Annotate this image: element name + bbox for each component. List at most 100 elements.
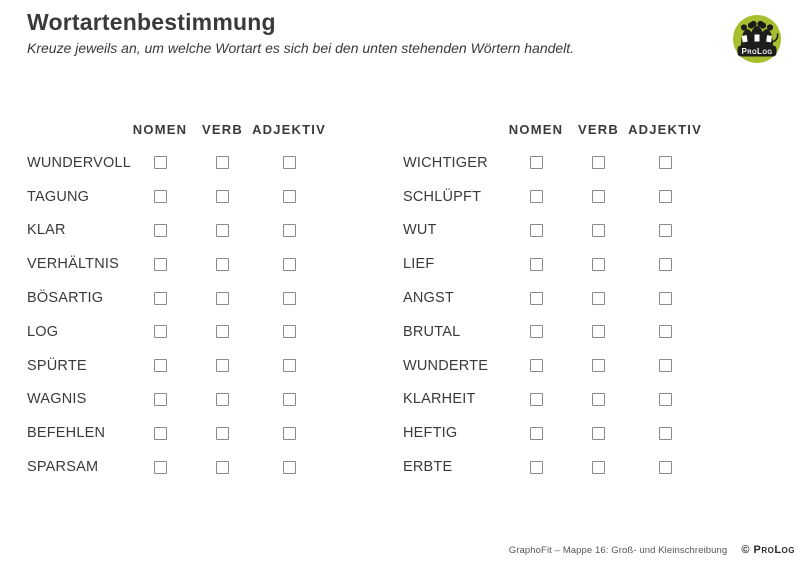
word-row: SPARSAM [27,450,323,484]
checkbox-nomen[interactable] [529,223,543,237]
checkbox-nomen[interactable] [529,257,543,271]
checkbox-cell [566,392,631,406]
checkbox-cell [506,257,566,271]
checkbox-verb[interactable] [216,325,229,339]
column-header-row: NOMEN VERB ADJEKTIV [403,112,702,146]
checkbox-verb[interactable] [592,291,605,305]
checkbox-cell [190,392,255,406]
checkbox-adjektiv[interactable] [282,359,296,373]
checkbox-verb[interactable] [592,359,605,373]
checkbox-adjektiv[interactable] [658,392,672,406]
footer-source: GraphoFit – Mappe 16: Groß- und Kleinsch… [508,545,728,556]
checkbox-verb[interactable] [216,359,229,373]
checkbox-cell [130,392,190,406]
word-row: SPÜRTE [27,349,323,383]
checkbox-nomen[interactable] [529,359,543,373]
checkbox-adjektiv[interactable] [282,223,296,237]
word-label: KLAR [27,222,66,239]
checkbox-nomen[interactable] [153,426,167,440]
checkbox-cell [631,223,699,237]
checkbox-verb[interactable] [216,460,229,474]
checkbox-nomen[interactable] [529,392,543,406]
checkbox-nomen[interactable] [153,291,167,305]
checkbox-nomen[interactable] [529,156,543,170]
checkbox-cell [566,223,631,237]
checkbox-verb[interactable] [216,156,229,170]
word-row: ERBTE [403,450,699,484]
checkbox-verb[interactable] [216,223,229,237]
checkbox-nomen[interactable] [153,359,167,373]
checkbox-verb[interactable] [592,223,605,237]
checkbox-adjektiv[interactable] [658,291,672,305]
checkbox-adjektiv[interactable] [282,291,296,305]
page-subtitle: Kreuze jeweils an, um welche Wortart es … [27,40,575,56]
checkbox-nomen[interactable] [153,257,167,271]
checkbox-verb[interactable] [592,325,605,339]
checkbox-cell [255,426,323,440]
checkbox-nomen[interactable] [153,223,167,237]
checkbox-verb[interactable] [592,190,605,204]
checkbox-adjektiv[interactable] [282,325,296,339]
checkbox-nomen[interactable] [529,291,543,305]
checkbox-verb[interactable] [216,257,229,271]
checkbox-nomen[interactable] [153,156,167,170]
word-label: BEFEHLEN [27,425,106,442]
checkbox-cell [506,460,566,474]
checkbox-verb[interactable] [592,257,605,271]
checkbox-nomen[interactable] [153,190,167,204]
checkbox-verb[interactable] [592,392,605,406]
checkbox-adjektiv[interactable] [282,257,296,271]
checkbox-cell [190,190,255,204]
checkbox-adjektiv[interactable] [282,426,296,440]
checkbox-adjektiv[interactable] [282,156,296,170]
checkbox-adjektiv[interactable] [282,460,296,474]
checkbox-cell [130,223,190,237]
checkbox-adjektiv[interactable] [658,426,672,440]
checkbox-verb[interactable] [216,291,229,305]
word-label: LOG [27,323,59,340]
checkbox-nomen[interactable] [529,460,543,474]
checkbox-adjektiv[interactable] [658,460,672,474]
checkbox-verb[interactable] [216,426,229,440]
checkbox-verb[interactable] [592,426,605,440]
checkbox-adjektiv[interactable] [658,223,672,237]
word-row: HEFTIG [403,416,699,450]
checkbox-cell [631,460,699,474]
checkbox-cell [506,190,566,204]
word-label: SCHLÜPFT [403,188,482,205]
checkbox-verb[interactable] [216,190,229,204]
column-header-adjektiv: ADJEKTIV [628,121,702,137]
word-tables: NOMEN VERB ADJEKTIV WUNDERVOLL TAGUNG KLAR… [27,112,702,484]
checkbox-adjektiv[interactable] [658,257,672,271]
checkbox-adjektiv[interactable] [282,190,296,204]
checkbox-verb[interactable] [216,392,229,406]
checkbox-nomen[interactable] [153,460,167,474]
checkbox-nomen[interactable] [529,190,543,204]
checkbox-adjektiv[interactable] [658,190,672,204]
checkbox-verb[interactable] [592,460,605,474]
logo-wordmark: ProLog [742,47,773,56]
checkbox-verb[interactable] [592,156,605,170]
checkbox-adjektiv[interactable] [282,392,296,406]
checkbox-adjektiv[interactable] [658,325,672,339]
word-row: BRUTAL [403,315,699,349]
checkbox-adjektiv[interactable] [658,359,672,373]
checkbox-nomen[interactable] [153,392,167,406]
checkbox-cell [130,257,190,271]
checkbox-cell [130,156,190,170]
checkbox-cell [566,460,631,474]
checkbox-cell [566,257,631,271]
checkbox-cell [566,426,631,440]
checkbox-cell [506,392,566,406]
checkbox-nomen[interactable] [529,426,543,440]
word-label: TAGUNG [27,188,90,205]
checkbox-nomen[interactable] [153,325,167,339]
checkbox-nomen[interactable] [529,325,543,339]
checkbox-cell [190,426,255,440]
page-title: Wortartenbestimmung [27,9,276,35]
checkbox-adjektiv[interactable] [658,156,672,170]
checkbox-cell [506,156,566,170]
word-row: LIEF [403,247,699,281]
checkbox-cell [566,291,631,305]
checkbox-cell [130,426,190,440]
